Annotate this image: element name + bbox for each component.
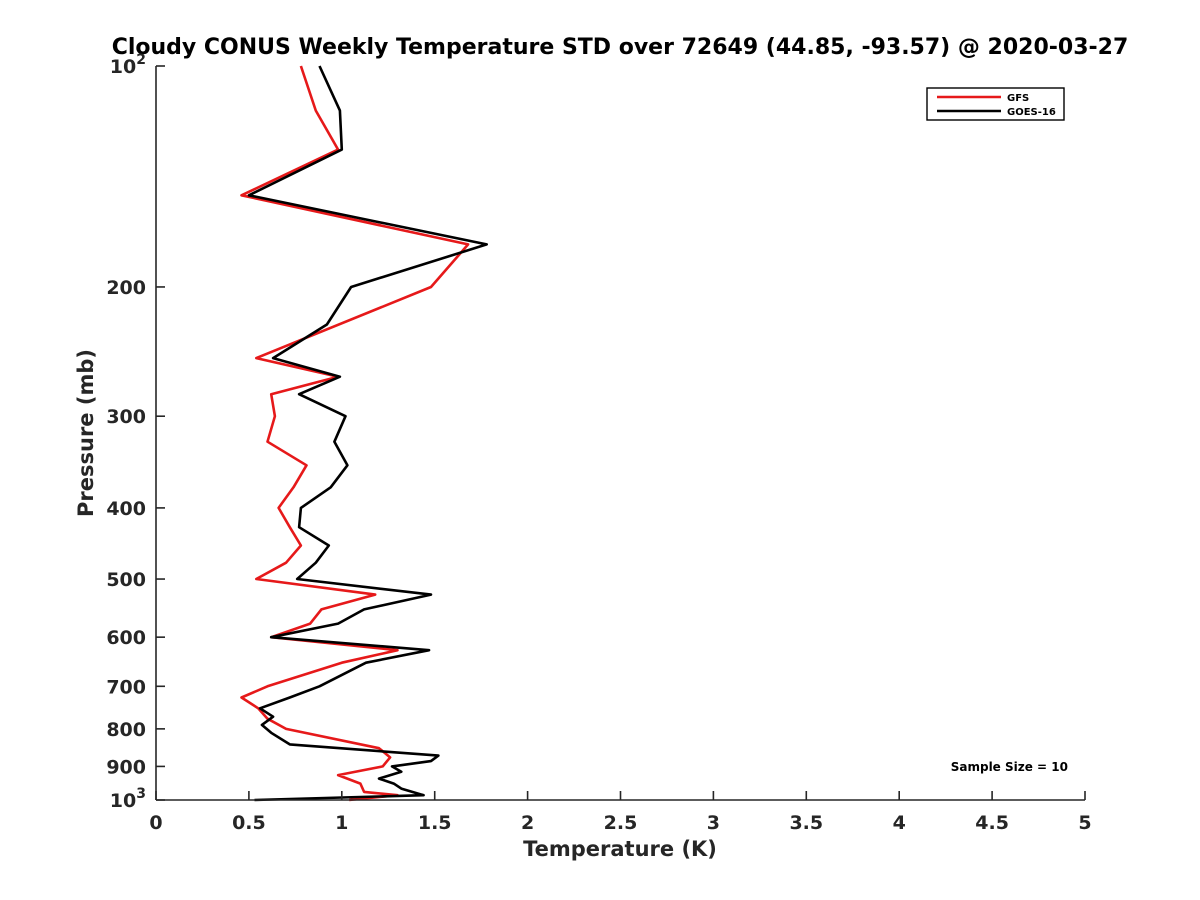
x-axis-label: Temperature (K) (523, 837, 717, 861)
y-tick-label-exponent: 3 (136, 786, 146, 802)
x-tick-label: 1 (335, 812, 348, 834)
y-tick-label: 500 (106, 569, 146, 591)
x-tick-label: 4 (893, 812, 906, 834)
y-tick-label: 102 (110, 52, 146, 78)
y-tick-label-base: 10 (110, 790, 136, 812)
x-tick-label: 2 (521, 812, 534, 834)
y-tick-label: 400 (106, 498, 146, 520)
x-tick-label: 3.5 (789, 812, 823, 834)
y-tick-label: 200 (106, 277, 146, 299)
y-tick-label: 600 (106, 627, 146, 649)
x-tick-label: 1.5 (418, 812, 452, 834)
y-tick-label: 800 (106, 719, 146, 741)
chart-title: Cloudy CONUS Weekly Temperature STD over… (112, 35, 1129, 60)
y-tick-label-exponent: 2 (136, 52, 146, 68)
y-tick-label: 300 (106, 406, 146, 428)
series-line-0 (240, 65, 470, 802)
series-line-1 (247, 65, 488, 802)
x-tick-label: 3 (707, 812, 720, 834)
x-tick-label: 4.5 (975, 812, 1009, 834)
y-tick-label: 700 (106, 676, 146, 698)
y-tick-label-base: 10 (110, 56, 136, 78)
legend-label-0: GFS (1007, 93, 1029, 104)
x-tick-label: 0.5 (232, 812, 266, 834)
y-tick-label: 103 (110, 786, 146, 812)
x-tick-label: 5 (1078, 812, 1091, 834)
series-layer (240, 65, 488, 802)
axes-layer: 0 0.5 1 1.5 2 2.5 3 3.5 4 4.5 51022003004005006007… (106, 52, 1091, 834)
legend: GFS GOES-16 (926, 87, 1065, 121)
y-axis-label: Pressure (mb) (74, 349, 98, 517)
legend-label-1: GOES-16 (1007, 107, 1056, 118)
y-tick-label: 900 (106, 756, 146, 778)
sample-size-note: Sample Size = 10 (951, 760, 1068, 774)
x-tick-label: 0 (149, 812, 162, 834)
x-tick-label: 2.5 (604, 812, 638, 834)
legend-box (926, 87, 1065, 121)
